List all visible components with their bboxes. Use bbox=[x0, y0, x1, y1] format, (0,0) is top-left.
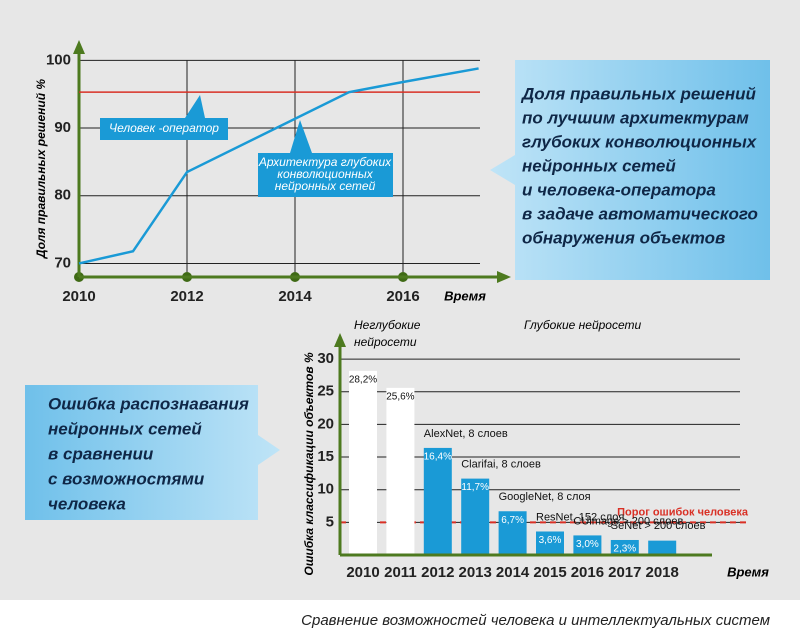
value-label: 16,4% bbox=[424, 452, 452, 463]
group-label: Глубокие нейросети bbox=[524, 318, 642, 332]
panel-text: с возможностями bbox=[48, 469, 205, 488]
bar-label: AlexNet, 8 слоев bbox=[424, 428, 508, 440]
group-label: Неглубокие bbox=[354, 318, 421, 332]
threshold-label: Порог ошибок человека bbox=[617, 506, 749, 518]
group-label: нейросети bbox=[354, 335, 417, 349]
panel-text: по лучшим архитектурам bbox=[522, 108, 749, 127]
y-tick-label: 100 bbox=[46, 51, 71, 68]
x-tick-label: 2010 bbox=[62, 288, 95, 305]
y-axis-arrow bbox=[334, 333, 346, 347]
y-tick-label: 5 bbox=[326, 513, 334, 530]
callout bbox=[258, 120, 393, 197]
series-label: нейронных сетей bbox=[275, 179, 376, 193]
panel-text: нейронных сетей bbox=[48, 419, 202, 438]
bar bbox=[573, 535, 602, 555]
x-tick-label: 2010 bbox=[346, 564, 379, 581]
y-tick-label: 15 bbox=[317, 448, 334, 465]
panel-text: Ошибка распознавания bbox=[48, 394, 249, 413]
panel-text: и человека-оператора bbox=[522, 180, 716, 199]
data-line bbox=[78, 67, 479, 265]
x-axis-label: Время bbox=[444, 288, 486, 303]
y-tick-label: 20 bbox=[317, 415, 334, 432]
x-tick-label: 2014 bbox=[278, 288, 312, 305]
bar-label: GoogleNet, 8 слоя bbox=[499, 491, 591, 503]
bar bbox=[610, 539, 639, 555]
y-tick-label: 80 bbox=[54, 187, 71, 204]
x-axis-label: Время bbox=[727, 564, 769, 579]
value-label: 28,2% bbox=[349, 375, 377, 386]
bar-label: Clarifai, 8 слоев bbox=[461, 459, 541, 471]
x-tick-label: 2017 bbox=[608, 564, 641, 581]
panel-text: человека bbox=[48, 494, 126, 513]
x-tick-label: 2015 bbox=[533, 564, 566, 581]
x-tick-label: 2014 bbox=[496, 564, 530, 581]
value-label: 11,7% bbox=[461, 482, 489, 493]
bar bbox=[423, 447, 452, 555]
series-label: Архитектура глубоких bbox=[258, 155, 392, 169]
panel-text: в сравнении bbox=[48, 444, 154, 463]
series-label: конволюционных bbox=[277, 167, 373, 181]
x-tick-label: 2013 bbox=[459, 564, 492, 581]
value-label: 6,7% bbox=[501, 515, 524, 526]
y-axis-arrow bbox=[73, 40, 85, 54]
caption: Сравнение возможностей человека и интелл… bbox=[301, 612, 770, 629]
callout bbox=[100, 95, 228, 140]
panel-text: в задаче автоматического bbox=[522, 204, 758, 223]
bar bbox=[349, 370, 377, 555]
bar bbox=[498, 511, 527, 555]
value-label: 3,0% bbox=[576, 539, 599, 550]
bar-label: CUimage > 200 слоев bbox=[573, 515, 683, 527]
y-tick-label: 70 bbox=[54, 254, 71, 271]
x-tick-label: 2011 bbox=[384, 564, 417, 581]
y-axis-label: Ошибка классификации объектов % bbox=[302, 352, 316, 576]
x-tick-label: 2012 bbox=[421, 564, 454, 581]
value-label: 2,3% bbox=[613, 544, 636, 555]
bar-label: ResNet, 152 слоя bbox=[536, 511, 624, 523]
bar bbox=[386, 387, 415, 555]
bar bbox=[536, 531, 564, 555]
panel-text: нейронных сетей bbox=[522, 156, 676, 175]
y-tick-label: 90 bbox=[54, 119, 71, 136]
left-panel bbox=[25, 385, 280, 520]
y-tick-label: 25 bbox=[317, 383, 334, 400]
bar-label: SeNet > 200 слоев bbox=[611, 520, 706, 532]
top-panel bbox=[490, 60, 770, 280]
x-tick-label: 2018 bbox=[646, 564, 679, 581]
panel-text: Доля правильных решений bbox=[520, 84, 757, 103]
x-tick-label: 2012 bbox=[170, 288, 203, 305]
value-label: 3,6% bbox=[539, 535, 562, 546]
bar bbox=[461, 478, 490, 555]
x-tick-label: 2016 bbox=[386, 288, 419, 305]
y-tick-label: 10 bbox=[317, 481, 334, 498]
reference-label: Человек -оператор bbox=[109, 121, 219, 135]
panel-text: обнаружения объектов bbox=[522, 228, 725, 247]
panel-text: глубоких конволюционных bbox=[522, 132, 758, 151]
value-label: 25,6% bbox=[386, 391, 414, 402]
x-axis-arrow bbox=[497, 271, 511, 283]
y-axis-label: Доля правильных решений % bbox=[34, 79, 48, 259]
bar bbox=[648, 540, 677, 555]
y-tick-label: 30 bbox=[317, 350, 334, 367]
x-tick-label: 2016 bbox=[571, 564, 604, 581]
